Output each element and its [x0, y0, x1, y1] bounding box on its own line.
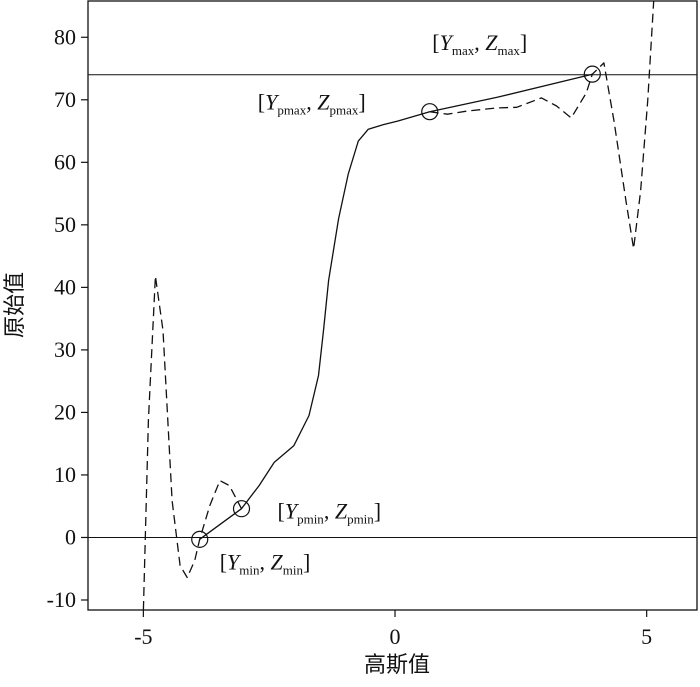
- annotation-part: ]: [303, 549, 310, 574]
- y-axis-label: 原始值: [2, 272, 27, 338]
- solid-line: [199, 73, 593, 540]
- annotation-part: ,: [306, 90, 317, 115]
- x-tick-label: 5: [641, 624, 652, 649]
- y-tick-label: 20: [54, 399, 76, 424]
- annotation-part: Y: [227, 549, 242, 574]
- annotation-part: pmax: [277, 103, 306, 118]
- annotation-part: ,: [260, 549, 271, 574]
- annotation-part: Y: [285, 499, 300, 524]
- annotation: [Ymin, Zmin]: [220, 549, 311, 577]
- annotation-part: ]: [358, 90, 365, 115]
- x-tick-label: -5: [134, 624, 152, 649]
- y-tick-label: 10: [54, 462, 76, 487]
- annotation-part: Y: [440, 30, 455, 55]
- x-tick-label: 0: [390, 624, 401, 649]
- point-marker: [421, 103, 439, 121]
- annotation: [Ymax, Zmax]: [432, 30, 527, 58]
- y-tick-label: 30: [54, 337, 76, 362]
- y-tick-label: 50: [54, 212, 76, 237]
- annotation-part: ,: [474, 30, 485, 55]
- annotation-part: Z: [485, 30, 498, 55]
- annotation-part: pmax: [329, 103, 358, 118]
- x-axis-label: 高斯值: [364, 652, 430, 677]
- annotation: [Ypmin, Zpmin]: [278, 499, 382, 527]
- annotation-part: ]: [374, 499, 381, 524]
- dashed-line: [142, 275, 243, 610]
- plot-frame: [87, 0, 698, 611]
- annotation-part: ,: [324, 499, 335, 524]
- annotation-part: Y: [265, 90, 280, 115]
- annotation-part: min: [283, 562, 304, 577]
- annotation-part: [: [220, 549, 227, 574]
- annotation-part: [: [258, 90, 265, 115]
- point-marker: [232, 500, 251, 518]
- y-tick-label: 70: [54, 87, 76, 112]
- point-marker: [583, 65, 601, 83]
- y-tick-label: 40: [54, 274, 76, 299]
- annotation: [Ypmax, Zpmax]: [258, 90, 366, 118]
- y-tick-label: 80: [54, 24, 76, 49]
- point-marker: [191, 530, 209, 548]
- y-tick-label: 0: [65, 524, 76, 549]
- annotation-part: [: [278, 499, 285, 524]
- annotation-part: pmin: [297, 512, 324, 527]
- annotation-part: Z: [335, 499, 348, 524]
- annotation-part: pmin: [347, 512, 374, 527]
- annotation-part: Z: [271, 549, 284, 574]
- dashed-line: [429, 1, 655, 250]
- annotation-part: ]: [520, 30, 527, 55]
- annotation-part: Z: [317, 90, 330, 115]
- annotation-part: max: [498, 43, 521, 58]
- annotation-part: [: [432, 30, 439, 55]
- annotation-part: max: [452, 43, 475, 58]
- annotation-part: min: [239, 562, 260, 577]
- y-tick-label: -10: [47, 587, 76, 612]
- y-tick-label: 60: [54, 149, 76, 174]
